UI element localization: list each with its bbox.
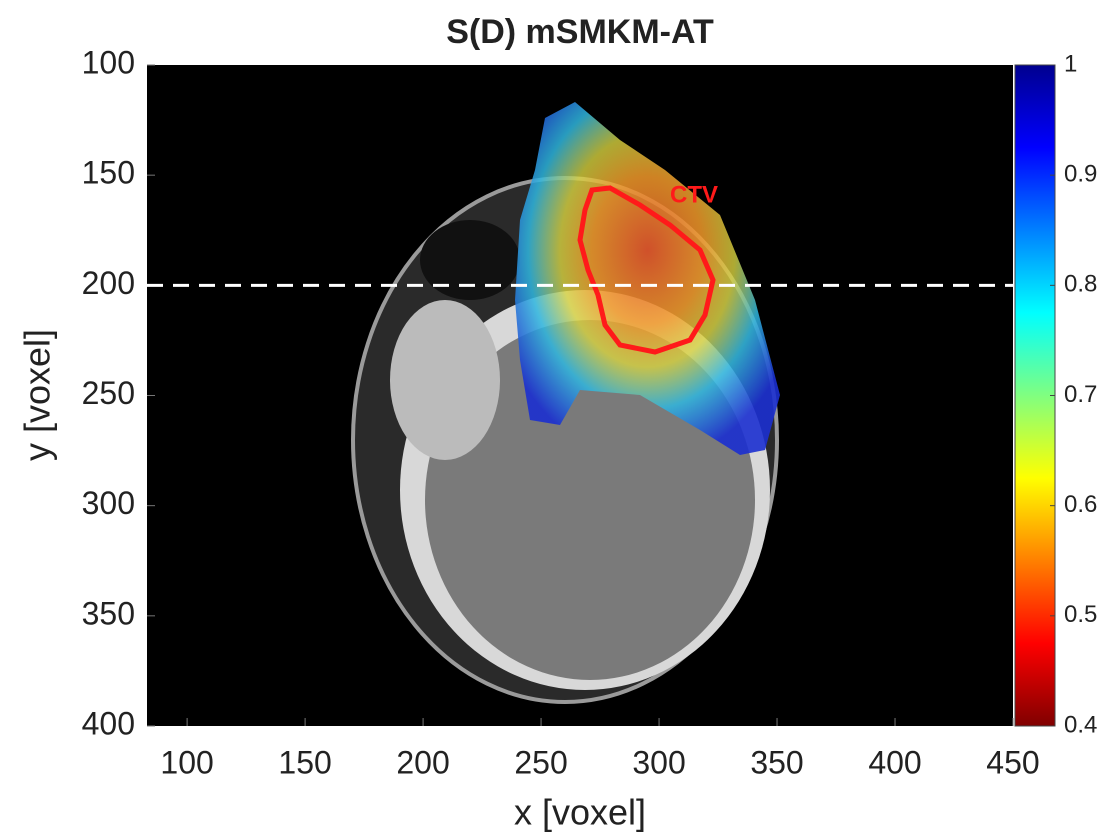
x-tick-label: 300 xyxy=(632,744,685,780)
y-tick-label: 400 xyxy=(82,705,135,741)
x-tick-label: 200 xyxy=(396,744,449,780)
x-tick-label: 250 xyxy=(514,744,567,780)
y-tick-label: 350 xyxy=(82,595,135,631)
colorbar-tick-label: 0.7 xyxy=(1064,381,1097,408)
sinus xyxy=(420,220,520,300)
y-tick-label: 250 xyxy=(82,375,135,411)
colorbar xyxy=(1014,64,1056,727)
colorbar-tick-label: 0.6 xyxy=(1064,491,1097,518)
x-tick-label: 350 xyxy=(750,744,803,780)
colorbar-tick-label: 0.4 xyxy=(1064,711,1097,738)
y-tick-label: 100 xyxy=(82,44,135,80)
chart-title: S(D) mSMKM-AT xyxy=(446,13,714,51)
ct-image xyxy=(351,102,780,704)
y-axis-label: y [voxel] xyxy=(17,329,58,461)
colorbar-tick-label: 1 xyxy=(1064,50,1077,77)
x-tick-label: 400 xyxy=(868,744,921,780)
x-axis-label: x [voxel] xyxy=(514,792,646,833)
dose-overlay xyxy=(515,102,780,455)
y-tick-label: 300 xyxy=(82,485,135,521)
y-tick-label: 150 xyxy=(82,155,135,191)
annotation: CTV xyxy=(670,181,718,208)
colorbar-tick-label: 0.5 xyxy=(1064,601,1097,628)
colorbar-tick-label: 0.9 xyxy=(1064,161,1097,188)
ctv-contour xyxy=(577,185,716,355)
x-tick-label: 100 xyxy=(160,744,213,780)
colorbar-tick-label: 0.8 xyxy=(1064,271,1097,298)
x-tick-label: 150 xyxy=(278,744,331,780)
y-tick-label: 200 xyxy=(82,265,135,301)
x-tick-label: 450 xyxy=(986,744,1039,780)
bone-structure xyxy=(390,300,500,460)
